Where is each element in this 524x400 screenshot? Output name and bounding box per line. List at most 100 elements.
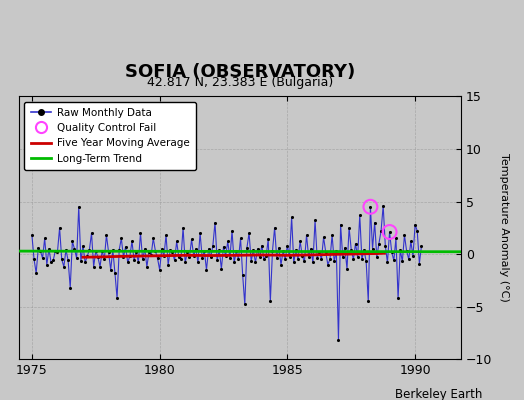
Point (385, 229, 394, 235)
Point (172, 238, 181, 245)
Point (42, 261, 51, 268)
Point (106, 267, 115, 273)
Point (277, 261, 285, 268)
Point (230, 259, 238, 266)
Point (347, 247, 355, 253)
Point (70, 246, 79, 252)
Point (322, 249, 330, 255)
Point (268, 248, 277, 254)
Point (194, 259, 202, 266)
Point (341, 244, 349, 251)
Point (62, 247, 70, 253)
Point (130, 257, 138, 264)
Point (254, 246, 262, 252)
Point (251, 259, 259, 266)
Point (119, 254, 128, 260)
Point (190, 253, 198, 259)
Point (111, 270, 119, 276)
Point (300, 258, 309, 265)
Point (390, 257, 398, 264)
Point (168, 249, 177, 255)
Point (320, 234, 328, 240)
Point (228, 228, 236, 234)
Point (177, 256, 185, 262)
Point (309, 259, 317, 266)
Point (196, 230, 204, 236)
Point (147, 252, 155, 258)
Point (122, 244, 130, 250)
Point (232, 248, 241, 254)
Point (336, 222, 345, 228)
Point (324, 261, 332, 268)
Point (413, 228, 421, 234)
Point (126, 253, 134, 259)
Point (332, 248, 341, 254)
Point (158, 246, 166, 252)
Point (258, 242, 266, 249)
Point (328, 232, 336, 238)
Point (117, 235, 126, 242)
Point (192, 246, 200, 252)
Point (188, 236, 196, 242)
Point (96, 264, 104, 270)
Point (356, 212, 364, 218)
Point (362, 258, 370, 265)
Point (164, 261, 172, 268)
Point (56, 224, 64, 231)
Point (368, 246, 377, 252)
Point (68, 238, 77, 245)
Point (285, 254, 293, 260)
Point (264, 236, 272, 242)
Point (381, 242, 389, 249)
Point (370, 219, 379, 226)
Point (224, 238, 232, 245)
Point (247, 258, 255, 265)
Text: 42.817 N, 23.383 E (Bulgaria): 42.817 N, 23.383 E (Bulgaria) (147, 76, 333, 88)
Point (213, 257, 221, 264)
Point (396, 247, 405, 253)
Point (174, 254, 183, 260)
Point (206, 254, 215, 260)
Point (351, 240, 359, 247)
Point (400, 232, 409, 238)
Point (160, 253, 168, 259)
Point (245, 230, 253, 236)
Point (100, 256, 108, 262)
Point (343, 266, 351, 272)
Point (128, 238, 136, 245)
Point (256, 254, 264, 260)
Point (298, 253, 307, 259)
Point (317, 256, 325, 262)
Point (58, 256, 66, 262)
Point (292, 247, 300, 253)
Text: Berkeley Earth: Berkeley Earth (395, 388, 482, 400)
Point (88, 230, 96, 236)
Point (166, 247, 174, 253)
Point (238, 272, 247, 278)
Point (60, 264, 68, 270)
Point (345, 224, 353, 231)
Point (249, 247, 257, 253)
Point (183, 249, 191, 255)
Point (32, 270, 40, 276)
Point (375, 240, 383, 247)
Point (202, 267, 211, 273)
Point (354, 254, 362, 260)
Point (234, 256, 243, 262)
Point (339, 254, 347, 260)
Point (241, 301, 249, 308)
Point (136, 230, 145, 236)
Point (270, 224, 279, 231)
Point (132, 249, 140, 255)
Point (266, 298, 275, 304)
Point (315, 249, 323, 255)
Point (38, 255, 47, 262)
Point (215, 247, 223, 253)
Point (226, 255, 234, 262)
Point (383, 259, 391, 266)
Point (113, 295, 121, 301)
Point (388, 249, 396, 255)
Point (179, 224, 187, 231)
Point (364, 298, 373, 304)
Point (360, 247, 368, 253)
